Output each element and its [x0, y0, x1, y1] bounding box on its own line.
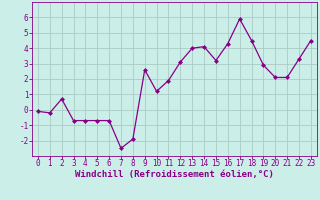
X-axis label: Windchill (Refroidissement éolien,°C): Windchill (Refroidissement éolien,°C) [75, 170, 274, 179]
